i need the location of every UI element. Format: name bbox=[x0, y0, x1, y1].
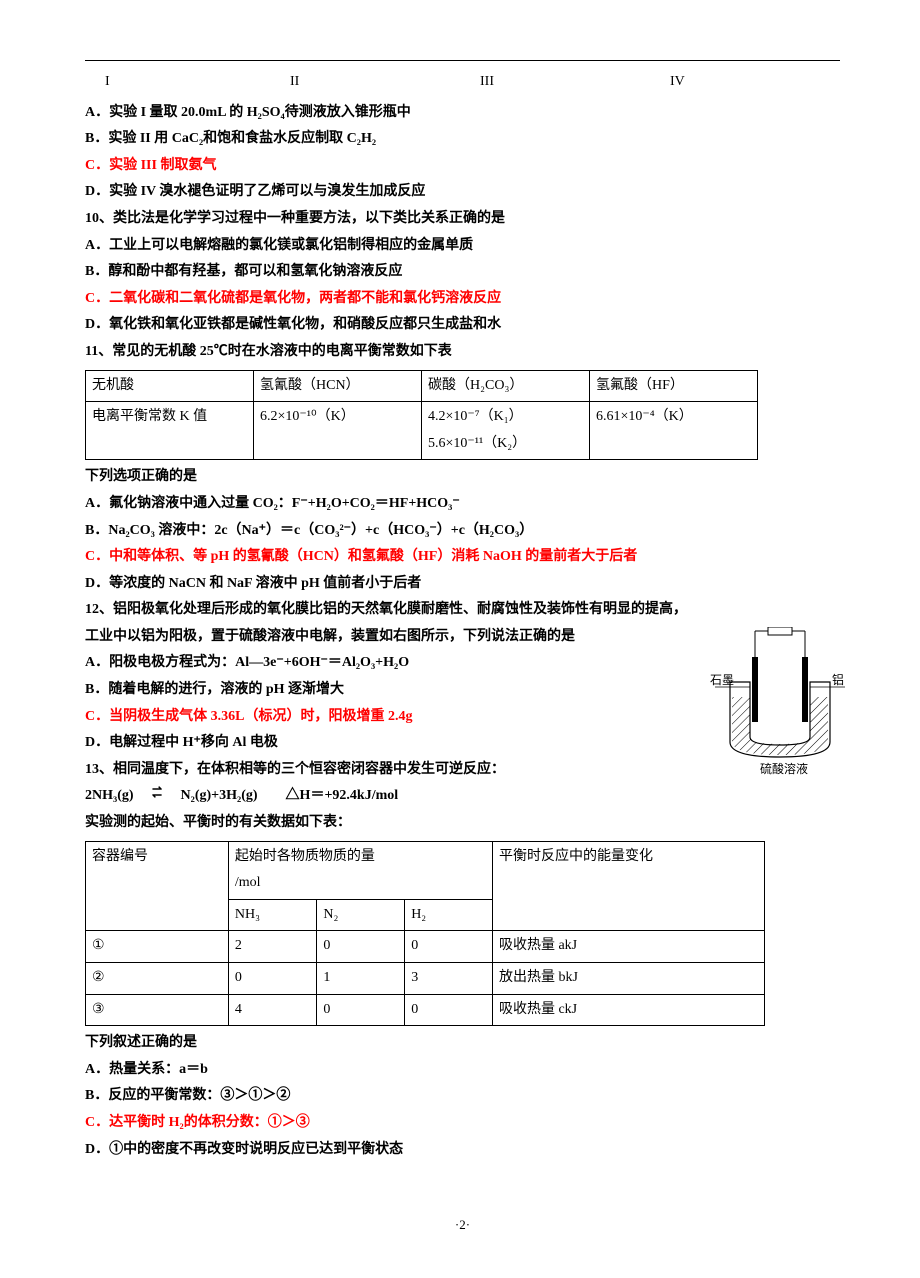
eq-right: N₂(g)+3H₂(g) △H＝+92.4kJ/mol bbox=[181, 788, 399, 803]
option-d: D．实验 IV 溴水褪色证明了乙烯可以与溴发生加成反应 bbox=[85, 179, 840, 206]
t1-h3: 碳酸（H₂CO₃） bbox=[422, 370, 590, 402]
t2-h2: 起始时各物质物质的量 /mol bbox=[228, 841, 492, 899]
roman-numeral-row: I II III IV bbox=[85, 69, 840, 96]
electrolysis-diagram: 石墨 铝 硫酸溶液 bbox=[710, 627, 850, 777]
q13-c: C．达平衡时 H₂的体积分数：①＞③ bbox=[85, 1110, 840, 1137]
diagram-bottom-label: 硫酸溶液 bbox=[760, 761, 808, 776]
diagram-right-label: 铝 bbox=[832, 672, 844, 687]
cell: 3 bbox=[405, 963, 493, 995]
t2-h3: 平衡时反应中的能量变化 bbox=[492, 841, 764, 931]
q13-after: 下列叙述正确的是 bbox=[85, 1030, 840, 1057]
eq-left: 2NH₃(g) bbox=[85, 788, 134, 803]
t1-r4: 6.61×10⁻⁴（K） bbox=[590, 402, 758, 460]
t1-r3b: 5.6×10⁻¹¹（K₂） bbox=[428, 436, 526, 451]
top-rule bbox=[85, 60, 840, 61]
t2-s2: N₂ bbox=[317, 899, 405, 931]
q11-a: A．氟化钠溶液中通入过量 CO₂：F⁻+H₂O+CO₂＝HF+HCO₃⁻ bbox=[85, 491, 840, 518]
cell: 1 bbox=[317, 963, 405, 995]
table-row: 容器编号 起始时各物质物质的量 /mol 平衡时反应中的能量变化 bbox=[86, 841, 765, 899]
equilibrium-data-table: 容器编号 起始时各物质物质的量 /mol 平衡时反应中的能量变化 NH₃ N₂ … bbox=[85, 841, 765, 1027]
q11-after: 下列选项正确的是 bbox=[85, 464, 840, 491]
cell: ③ bbox=[86, 994, 229, 1026]
t1-r2: 6.2×10⁻¹⁰（K） bbox=[254, 402, 422, 460]
table-row: 电离平衡常数 K 值 6.2×10⁻¹⁰（K） 4.2×10⁻⁷（K₁） 5.6… bbox=[86, 402, 758, 460]
t2-h2b: /mol bbox=[235, 875, 261, 890]
cell: 0 bbox=[405, 994, 493, 1026]
table-row: ③ 4 0 0 吸收热量 ckJ bbox=[86, 994, 765, 1026]
roman-ii: II bbox=[290, 69, 480, 96]
t2-h1: 容器编号 bbox=[86, 841, 229, 931]
q11-c: C．中和等体积、等 pH 的氢氰酸（HCN）和氢氟酸（HF）消耗 NaOH 的量… bbox=[85, 544, 840, 571]
cell: 放出热量 bkJ bbox=[492, 963, 764, 995]
cell: 吸收热量 ckJ bbox=[492, 994, 764, 1026]
t1-h4: 氢氟酸（HF） bbox=[590, 370, 758, 402]
roman-iii: III bbox=[480, 69, 670, 96]
option-c: C．实验 III 制取氨气 bbox=[85, 153, 840, 180]
t2-s3: H₂ bbox=[405, 899, 493, 931]
q10-a: A．工业上可以电解熔融的氯化镁或氯化铝制得相应的金属单质 bbox=[85, 233, 840, 260]
q11-stem: 11、常见的无机酸 25℃时在水溶液中的电离平衡常数如下表 bbox=[85, 339, 840, 366]
t1-h1: 无机酸 bbox=[86, 370, 254, 402]
cell: 0 bbox=[317, 931, 405, 963]
q10-d: D．氧化铁和氧化亚铁都是碱性氧化物，和硝酸反应都只生成盐和水 bbox=[85, 312, 840, 339]
t2-s1: NH₃ bbox=[228, 899, 317, 931]
option-b: B．实验 II 用 CaC₂和饱和食盐水反应制取 C₂H₂ bbox=[85, 126, 840, 153]
q11-d: D．等浓度的 NaCN 和 NaF 溶液中 pH 值前者小于后者 bbox=[85, 571, 840, 598]
diagram-left-label: 石墨 bbox=[710, 673, 734, 687]
cell: 0 bbox=[405, 931, 493, 963]
q13-b: B．反应的平衡常数：③＞①＞② bbox=[85, 1083, 840, 1110]
cell: 2 bbox=[228, 931, 317, 963]
reversible-arrow-icon: ⇀↽ bbox=[137, 783, 177, 801]
option-a: A．实验 I 量取 20.0mL 的 H₂SO₄待测液放入锥形瓶中 bbox=[85, 100, 840, 127]
cell: 4 bbox=[228, 994, 317, 1026]
t1-h2: 氢氰酸（HCN） bbox=[254, 370, 422, 402]
t1-r1: 电离平衡常数 K 值 bbox=[86, 402, 254, 460]
q13-equation: 2NH₃(g) ⇀↽ N₂(g)+3H₂(g) △H＝+92.4kJ/mol bbox=[85, 783, 840, 810]
t1-r3: 4.2×10⁻⁷（K₁） 5.6×10⁻¹¹（K₂） bbox=[422, 402, 590, 460]
roman-i: I bbox=[105, 69, 290, 96]
q10-b: B．醇和酚中都有羟基，都可以和氢氧化钠溶液反应 bbox=[85, 259, 840, 286]
q13-a: A．热量关系：a＝b bbox=[85, 1057, 840, 1084]
page-number: ·2· bbox=[85, 1213, 840, 1238]
q11-b: B．Na₂CO₃ 溶液中：2c（Na⁺）＝c（CO₃²⁻）+c（HCO₃⁻）+c… bbox=[85, 518, 840, 545]
table-row: 无机酸 氢氰酸（HCN） 碳酸（H₂CO₃） 氢氟酸（HF） bbox=[86, 370, 758, 402]
cell: 0 bbox=[228, 963, 317, 995]
cell: ② bbox=[86, 963, 229, 995]
cell: ① bbox=[86, 931, 229, 963]
q13-stem-2: 实验测的起始、平衡时的有关数据如下表： bbox=[85, 810, 840, 837]
t2-h2a: 起始时各物质物质的量 bbox=[235, 849, 375, 864]
cell: 吸收热量 akJ bbox=[492, 931, 764, 963]
ionization-constant-table: 无机酸 氢氰酸（HCN） 碳酸（H₂CO₃） 氢氟酸（HF） 电离平衡常数 K … bbox=[85, 370, 758, 461]
table-row: ① 2 0 0 吸收热量 akJ bbox=[86, 931, 765, 963]
q12-stem-1: 12、铝阳极氧化处理后形成的氧化膜比铝的天然氧化膜耐磨性、耐腐蚀性及装饰性有明显… bbox=[85, 597, 840, 624]
roman-iv: IV bbox=[670, 69, 685, 96]
t1-r3a: 4.2×10⁻⁷（K₁） bbox=[428, 409, 523, 424]
q10-stem: 10、类比法是化学学习过程中一种重要方法，以下类比关系正确的是 bbox=[85, 206, 840, 233]
q10-c: C．二氧化碳和二氧化硫都是氧化物，两者都不能和氯化钙溶液反应 bbox=[85, 286, 840, 313]
table-row: ② 0 1 3 放出热量 bkJ bbox=[86, 963, 765, 995]
q13-d: D．①中的密度不再改变时说明反应已达到平衡状态 bbox=[85, 1137, 840, 1164]
cell: 0 bbox=[317, 994, 405, 1026]
